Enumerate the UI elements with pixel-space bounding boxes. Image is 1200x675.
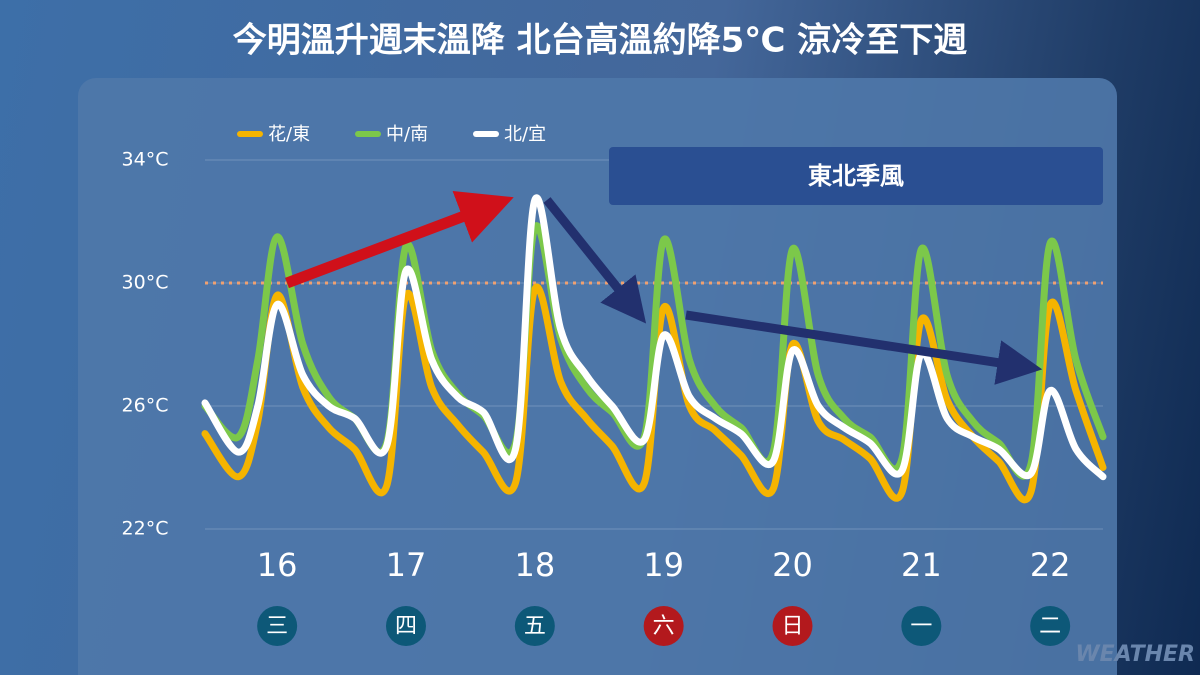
chart-panel (78, 78, 1117, 675)
annotation: 東北季風 (808, 162, 904, 190)
legend-label: 花/東 (268, 124, 310, 145)
watermark: WEATHER (1075, 642, 1195, 667)
weekday-badge (643, 606, 684, 646)
x-tick-label: 16 (257, 546, 298, 584)
weekday-label: 日 (781, 614, 803, 639)
chart-title: 今明溫升週末溫降 北台高溫約降5℃ 涼冷至下週 (233, 21, 968, 61)
y-tick-label: 30°C (122, 272, 169, 294)
arrow (543, 197, 647, 324)
x-tick-label: 22 (1030, 546, 1071, 584)
legend-label: 北/宜 (504, 124, 546, 145)
y-tick-label: 34°C (122, 149, 169, 171)
weekday-badge (772, 606, 813, 646)
weekday-badge (1030, 606, 1071, 646)
weekday-label: 五 (524, 614, 546, 639)
plot (201, 194, 1107, 504)
annotation-box (609, 147, 1103, 205)
x-tick-label: 20 (772, 546, 813, 584)
weekday-label: 二 (1039, 614, 1061, 639)
weekday-label: 四 (395, 614, 417, 639)
weekday-label: 三 (266, 614, 288, 639)
weekday-badge (385, 606, 426, 646)
series-line (201, 194, 1107, 481)
weekday-label: 六 (653, 614, 675, 639)
arrow (285, 191, 514, 289)
x-tick-label: 17 (386, 546, 427, 584)
x-tick-label: 18 (514, 546, 555, 584)
legend-label: 中/南 (386, 124, 428, 145)
weekday-badge (901, 606, 942, 646)
weekday-badge (514, 606, 555, 646)
y-tick-label: 26°C (122, 395, 169, 417)
weekday-badge (257, 606, 298, 646)
arrow (685, 310, 1043, 385)
axes: 22°C 26°C 30°C 34°C 16 三 17 四 18 五 19 六 20 日 21 一 22 二 花/東… (122, 124, 1071, 646)
weekday-label: 一 (910, 614, 932, 639)
x-tick-label: 21 (901, 546, 942, 584)
y-tick-label: 22°C (122, 518, 169, 540)
x-tick-label: 19 (643, 546, 684, 584)
